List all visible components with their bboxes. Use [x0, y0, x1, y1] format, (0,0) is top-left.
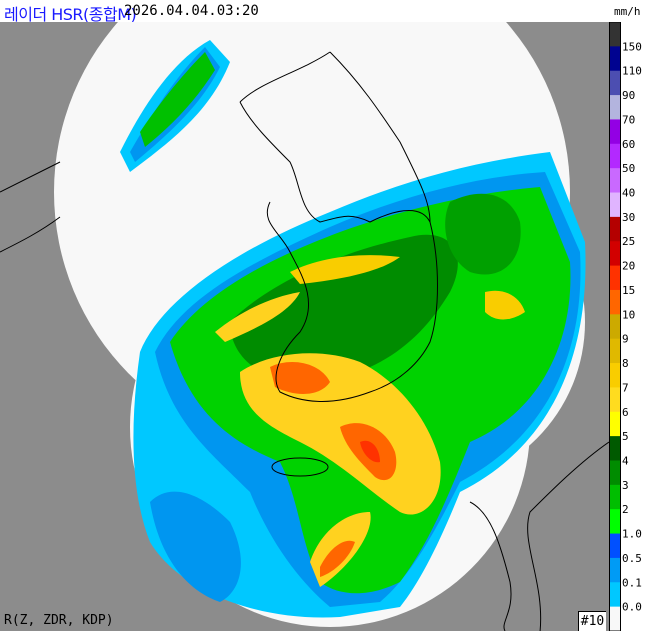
legend-swatch	[610, 557, 620, 583]
legend-label: 150	[622, 40, 642, 53]
legend-swatch	[610, 95, 620, 120]
legend-label: 0.0	[622, 601, 642, 614]
echo-darkgreen	[230, 234, 458, 383]
echo-yellow-east	[485, 290, 525, 320]
legend-swatch	[610, 119, 620, 145]
legend-label: 0.5	[622, 552, 642, 565]
legend-label: 6	[622, 406, 629, 419]
legend-swatch	[610, 46, 620, 72]
legend-label: 1.0	[622, 528, 642, 541]
legend-label: 30	[622, 211, 635, 224]
precipitation-legend: 150 110 90 70 60 50 40 30 25 20 15 10 9 8 7 6 5 4 3 2 1.0 0.5…	[609, 22, 646, 631]
echo-blue-southwest	[150, 491, 241, 602]
legend-label: 7	[622, 381, 629, 394]
legend-swatch	[610, 509, 620, 535]
legend-swatch	[610, 192, 620, 218]
legend-swatch	[610, 338, 620, 364]
precipitation-echoes	[120, 40, 586, 618]
legend-labels: 150 110 90 70 60 50 40 30 25 20 15 10 9 8 7 6 5 4 3 2 1.0 0.5…	[622, 40, 642, 613]
legend-label: 110	[622, 65, 642, 78]
legend-swatch	[610, 22, 620, 47]
legend-swatch	[610, 533, 620, 559]
echo-yellow-band-west	[215, 292, 300, 342]
legend-swatch	[610, 460, 620, 486]
legend-color-scale	[609, 22, 621, 631]
legend-label: 15	[622, 284, 635, 297]
echo-yellow-band-north	[290, 255, 400, 284]
legend-swatch	[610, 387, 620, 413]
legend-swatch	[610, 70, 620, 96]
legend-label: 60	[622, 138, 635, 151]
legend-swatch	[610, 484, 620, 510]
legend-label: 70	[622, 113, 635, 126]
radar-map	[0, 22, 609, 631]
echo-intense-orange	[270, 362, 330, 394]
legend-label: 10	[622, 308, 635, 321]
legend-swatch	[610, 216, 620, 242]
echo-intense-orange-south	[320, 540, 355, 577]
legend-swatch	[610, 143, 620, 169]
legend-label: 90	[622, 89, 635, 102]
legend-swatch	[610, 606, 620, 631]
observation-timestamp: 2026.04.04.03:20	[124, 3, 259, 19]
legend-label: 8	[622, 357, 629, 370]
legend-swatch	[610, 241, 620, 267]
rain-rate-method: R(Z, ZDR, KDP)	[4, 613, 114, 628]
legend-label: 50	[622, 162, 635, 175]
legend-swatch	[610, 436, 620, 461]
legend-label: 3	[622, 479, 629, 492]
legend-label: 20	[622, 260, 635, 273]
legend-swatch	[610, 411, 620, 437]
echo-darkgreen-east	[445, 193, 521, 275]
legend-unit: mm/h	[614, 5, 641, 18]
coastlines	[0, 51, 609, 631]
legend-border	[609, 22, 621, 631]
legend-label: 0.1	[622, 576, 642, 589]
legend-label: 4	[622, 454, 629, 467]
legend-label: 25	[622, 235, 635, 248]
radar-title: 레이더 HSR(종합M)	[4, 5, 137, 24]
legend-label: 40	[622, 187, 635, 200]
legend-label: 5	[622, 430, 629, 443]
legend-swatch	[610, 582, 620, 608]
frame-number: #10	[578, 611, 606, 631]
legend-swatch	[610, 168, 620, 194]
legend-label: 2	[622, 503, 629, 516]
legend-swatch	[610, 265, 620, 291]
legend-swatch	[610, 363, 620, 388]
legend-swatch	[610, 289, 620, 315]
echo-intense-red	[360, 440, 380, 463]
legend-swatch	[610, 314, 620, 340]
echo-green-north	[140, 52, 215, 147]
legend-label: 9	[622, 333, 629, 346]
